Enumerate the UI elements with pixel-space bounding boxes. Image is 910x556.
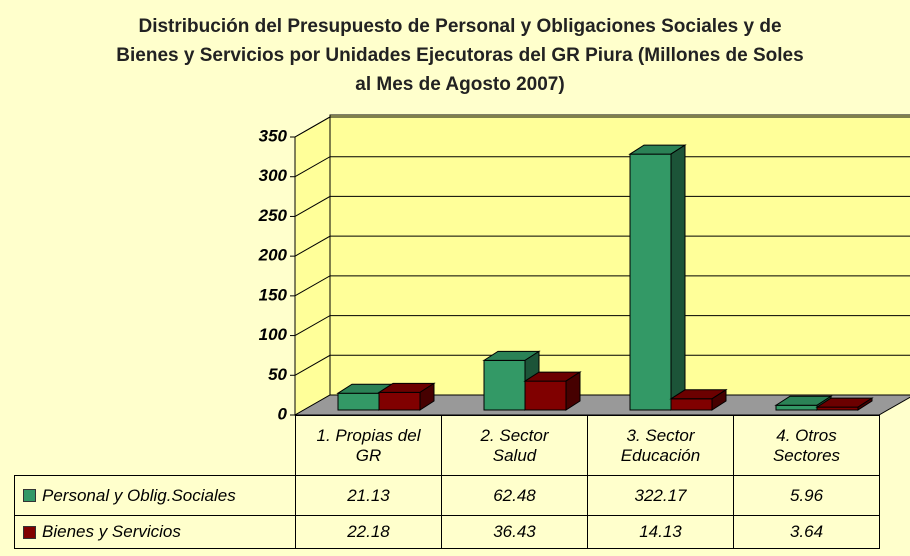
bar-side [419,382,435,411]
y-tick-label: 150 [259,285,288,304]
y-tick-label: 50 [268,365,287,384]
table-value: 322.17 [587,475,734,516]
bar-front [629,153,672,411]
bar-front [775,404,818,411]
bar-side [711,388,727,411]
y-tick-label: 350 [259,126,288,145]
table-value: 21.13 [295,475,442,516]
y-tick-label: 0 [278,404,288,423]
bar-side [670,144,686,411]
legend-entry: Personal y Oblig.Sociales [14,475,296,516]
table-value: 5.96 [733,475,880,516]
legend-key [23,489,36,502]
bar-side [857,397,873,411]
table-value: 3.64 [733,515,880,549]
table-value: 22.18 [295,515,442,549]
grid-line [294,354,910,376]
y-tick-label: 250 [258,206,288,225]
legend-key [23,525,36,539]
y-tick-label: 100 [259,325,288,344]
y-tick-label: 200 [258,246,288,265]
bar-front [483,359,526,411]
bar-front [337,392,380,411]
category-label: 4. Otros Sectores [733,415,880,476]
table-value: 36.43 [441,515,588,549]
bar-front [670,398,713,411]
grid-line [294,275,910,297]
chart-title: Distribución del Presupuesto de Personal… [116,16,804,95]
grid-line [294,156,910,178]
category-label: 1. Propias del GR [295,415,442,476]
table-value: 14.13 [587,515,734,549]
legend-entry: Bienes y Servicios [14,515,296,549]
side-wall [294,116,331,416]
category-label: 2. Sector Salud [441,415,588,476]
bar-front [524,380,567,411]
grid-line [294,195,910,217]
bar-side [565,371,581,411]
table-value: 62.48 [441,475,588,516]
category-label: 3. Sector Educación [587,415,734,476]
grid-line [294,235,910,257]
legend-label: Bienes y Servicios [42,522,181,541]
grid-line [294,315,910,337]
bar-front [378,391,421,411]
grid-line [294,116,910,138]
legend-label: Personal y Oblig.Sociales [42,485,236,505]
y-tick-label: 300 [259,166,288,185]
